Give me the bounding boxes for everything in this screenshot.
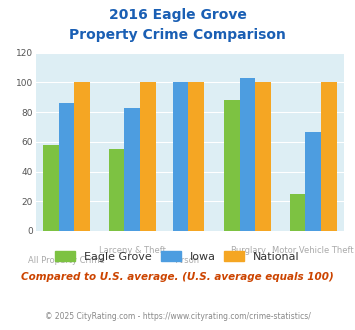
Bar [240,78,256,231]
Text: Property Crime Comparison: Property Crime Comparison [69,28,286,42]
Text: Larceny & Theft: Larceny & Theft [99,246,166,255]
Bar [224,100,240,231]
Bar [256,82,271,231]
Bar [124,108,140,231]
Text: 2016 Eagle Grove: 2016 Eagle Grove [109,8,246,22]
Bar [189,82,204,231]
Bar [140,82,155,231]
Text: © 2025 CityRating.com - https://www.cityrating.com/crime-statistics/: © 2025 CityRating.com - https://www.city… [45,312,310,321]
Text: Compared to U.S. average. (U.S. average equals 100): Compared to U.S. average. (U.S. average … [21,272,334,282]
Text: All Property Crime: All Property Crime [28,256,105,265]
Bar [59,103,75,231]
Bar [290,194,305,231]
Bar [75,82,90,231]
Legend: Eagle Grove, Iowa, National: Eagle Grove, Iowa, National [55,251,300,262]
Bar [109,149,124,231]
Bar [321,82,337,231]
Bar [43,145,59,231]
Text: Motor Vehicle Theft: Motor Vehicle Theft [272,246,354,255]
Bar [173,82,189,231]
Text: Arson: Arson [176,256,201,265]
Bar [305,131,321,231]
Text: Burglary: Burglary [230,246,266,255]
